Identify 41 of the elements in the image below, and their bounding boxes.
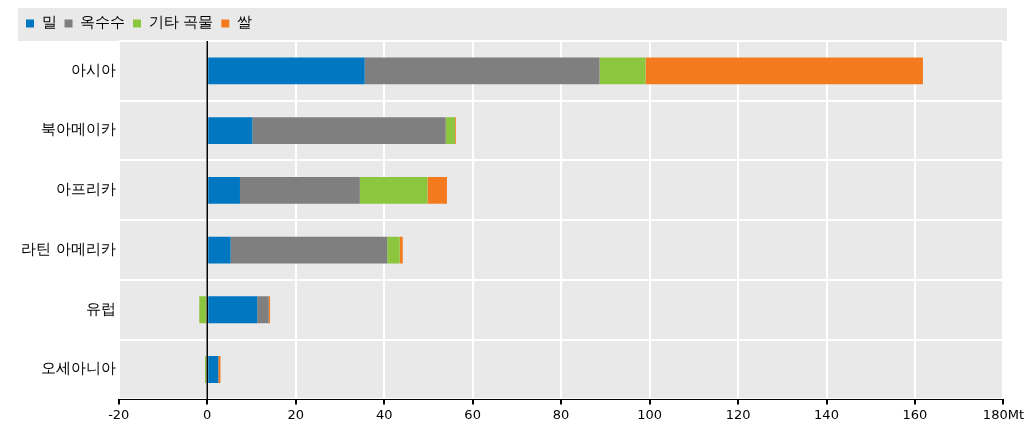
bar [599,57,646,85]
legend-label: 옥수수 [80,13,125,32]
y-tick-label: 아프리카 [55,180,116,199]
y-tick-label: 오세아니아 [40,359,116,378]
legend-label: 밀 [41,13,57,32]
bar [645,57,923,85]
bar [218,356,221,383]
bar [252,117,446,145]
bar [387,236,400,264]
bar [399,236,403,264]
x-tick-label: 0 [203,406,212,422]
x-tick-label: -20 [108,406,130,422]
y-tick-label: 북아메이카 [40,120,116,139]
x-tick-label: 60 [464,406,481,422]
bar [427,176,447,204]
bar [239,176,360,204]
x-tick-label: 100 [637,406,662,422]
x-tick-label: 140 [814,406,839,422]
x-tick-label: 120 [725,406,751,422]
bar [199,296,207,324]
bar [230,236,388,264]
x-tick-label: 40 [375,406,393,422]
bar [364,57,600,85]
bar [208,236,231,264]
bar [257,296,269,324]
bar [208,57,365,85]
y-tick-label: 아시아 [70,60,116,79]
bar [208,356,219,383]
bar [445,117,455,145]
bar [359,176,428,204]
legend-label: 쌀 [236,13,252,32]
y-tick-label: 유럽 [85,299,116,318]
x-tick-label: 20 [287,406,304,422]
bar [208,176,240,204]
x-tick-label: 160 [902,406,928,422]
x-tick-label: 180Mt [982,406,1025,422]
bar [208,117,253,145]
y-tick-label: 라틴 아메리카 [20,239,116,258]
x-tick-label: 80 [552,406,570,422]
legend-label: 기타 곡물 [148,13,214,32]
bar [208,296,258,324]
